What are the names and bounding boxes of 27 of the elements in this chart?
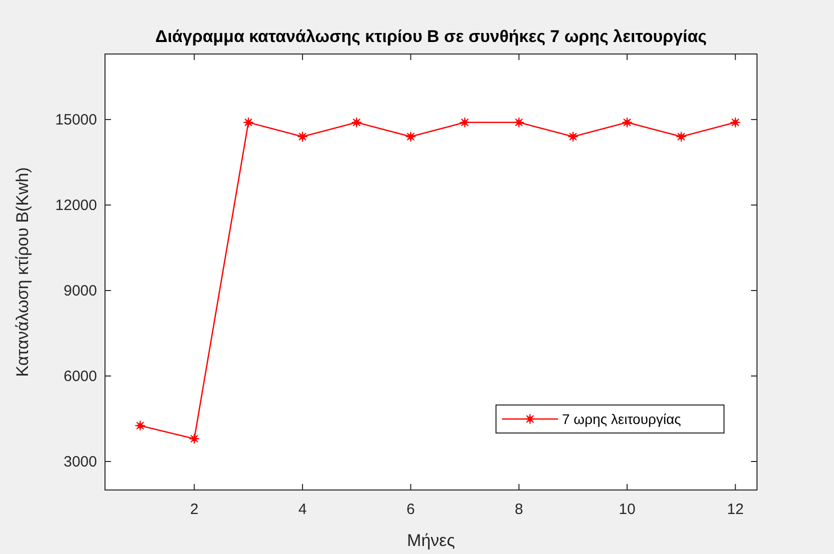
point (188, 433, 200, 444)
x-tick-label: 6 (406, 501, 415, 518)
point (134, 420, 146, 431)
x-tick-label: 8 (514, 501, 524, 518)
point (730, 116, 741, 128)
chart-title: Διάγραμμα κατανάλωσης κτιρίου B σε συνθήκες 7 ωρης λειτουργίας (155, 27, 707, 46)
point (297, 131, 308, 142)
point (242, 116, 254, 128)
point (514, 116, 524, 128)
y-tick-label: 6000 (64, 368, 97, 386)
point (622, 116, 633, 128)
x-tick-label: 4 (298, 501, 307, 518)
point (568, 131, 578, 142)
y-tick-label: 3000 (64, 454, 97, 471)
x-axis-title: Μήνες (407, 531, 455, 550)
y-tick-label: 15000 (55, 112, 97, 129)
x-tick-label: 2 (190, 501, 198, 518)
legend-label: 7 ωρης λειτουργίας (562, 411, 682, 427)
y-tick-label: 12000 (55, 197, 97, 214)
point (676, 131, 687, 142)
point (459, 116, 470, 128)
point (405, 131, 416, 142)
y-axis-title: Κατανάλωση κτίρου B(Kwh) (13, 167, 32, 377)
point (351, 116, 362, 128)
y-tick-label: 9000 (64, 282, 97, 300)
x-tick-label: 10 (618, 501, 636, 518)
x-tick-label: 12 (727, 501, 744, 518)
